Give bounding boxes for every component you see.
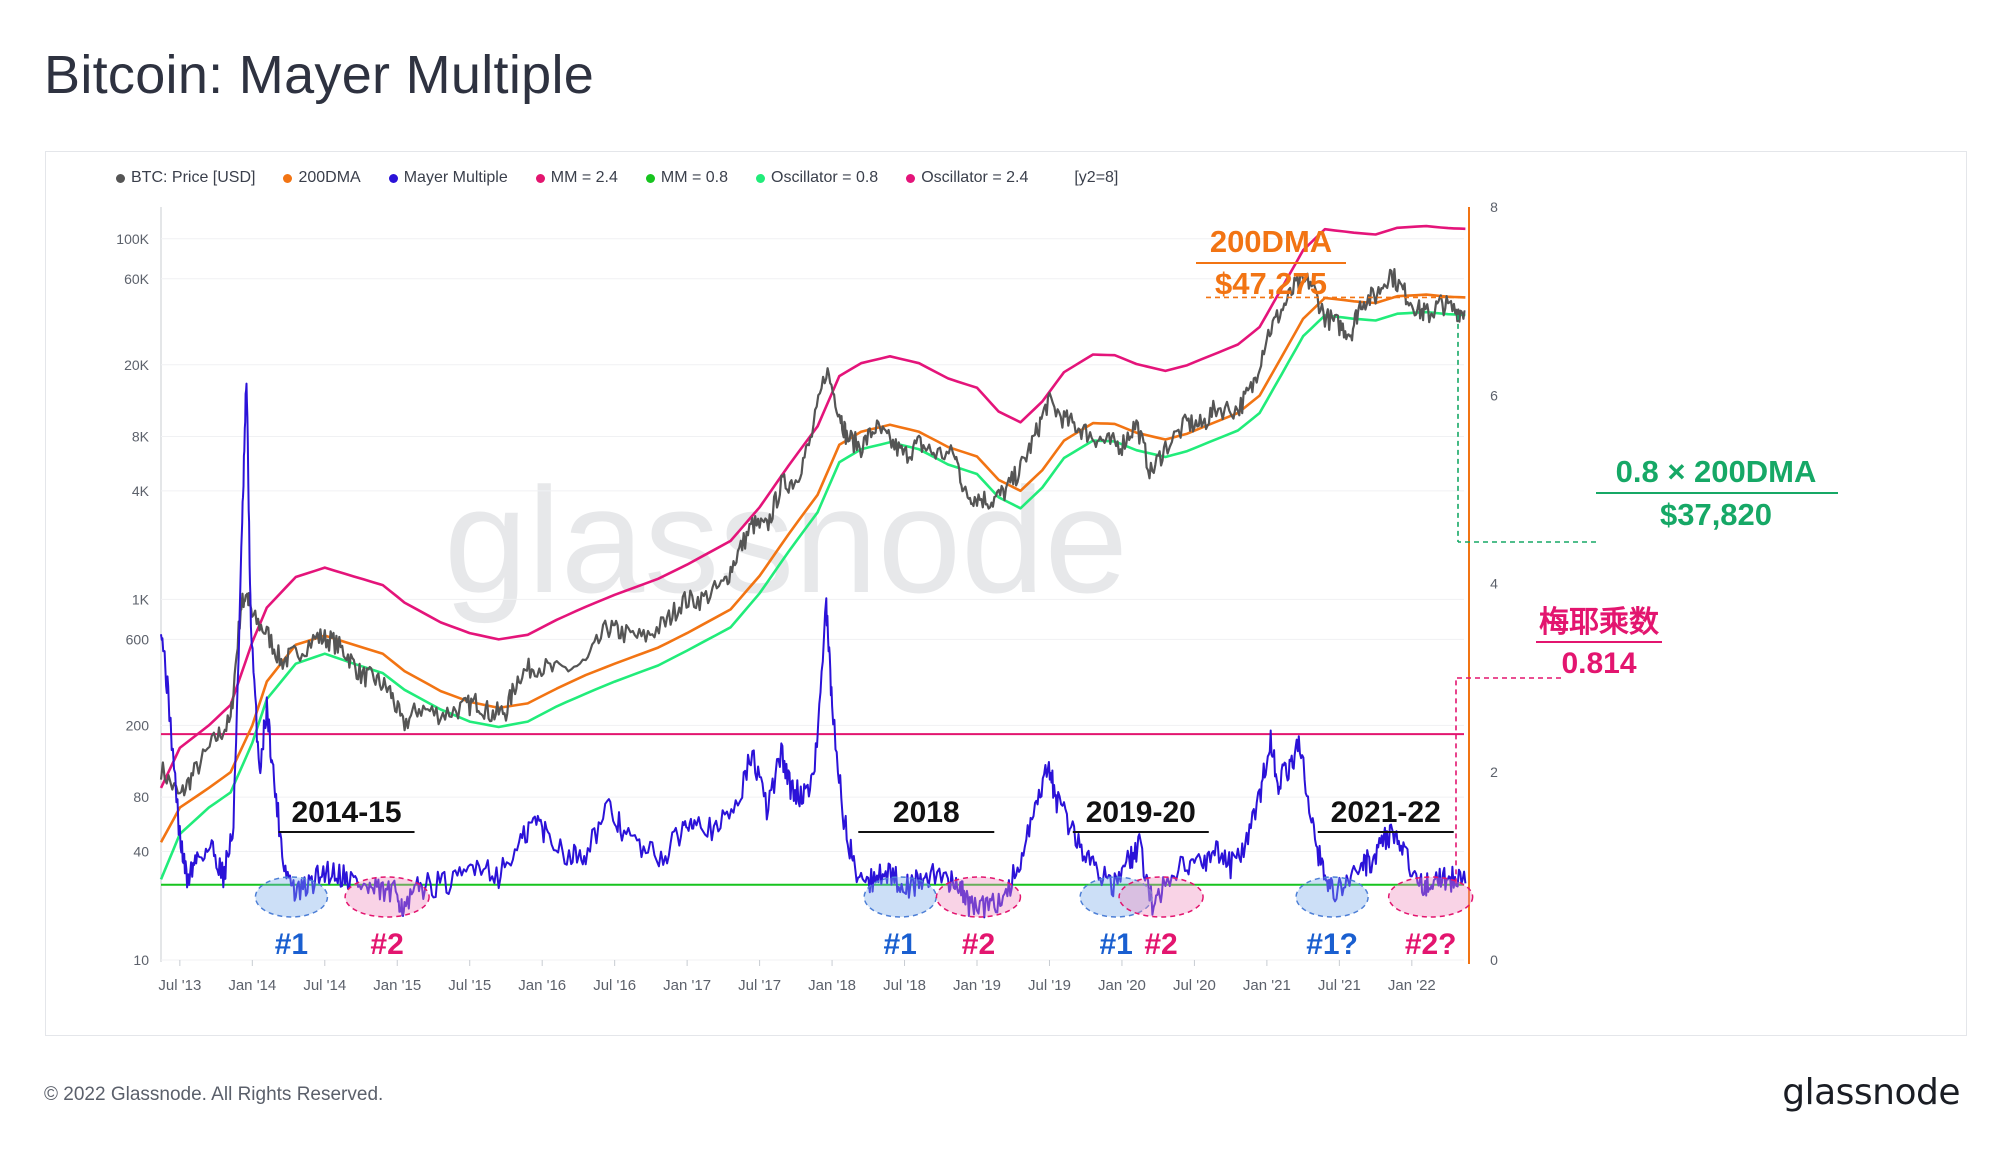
legend-item-mayer-multiple[interactable]: Mayer Multiple	[388, 169, 508, 187]
legend-dot-mm-2-4	[535, 173, 545, 183]
period-label: 2021-22	[1331, 796, 1441, 829]
bottom-marker-pink	[1387, 876, 1474, 918]
dma200-line	[159, 293, 1466, 843]
legend-label-price: BTC: Price [USD]	[131, 169, 256, 186]
y-tick-label: 60K	[124, 271, 150, 287]
x-tick-label: Jul '21	[1318, 977, 1361, 994]
legend-y2-note: [y2=8]	[1074, 169, 1119, 186]
legend-item-200dma[interactable]: 200DMA	[283, 169, 361, 187]
low-band-callout-value: $37,820	[1660, 497, 1772, 532]
x-tick-label: Jan '19	[953, 977, 1001, 994]
legend-item-oscillator-0-8[interactable]: Oscillator = 0.8	[756, 169, 878, 187]
y-tick-label: 600	[126, 631, 150, 647]
legend-label-oscillator-0-8: Oscillator = 0.8	[771, 169, 879, 186]
x-tick-label: Jul '19	[1028, 977, 1071, 994]
low-band-callout-title: 0.8 × 200DMA	[1616, 454, 1817, 489]
page-title: Bitcoin: Mayer Multiple	[44, 45, 595, 105]
x-tick-label: Jul '17	[738, 977, 781, 994]
bottom-marker-blue	[1295, 876, 1369, 918]
x-tick-label: Jan '16	[518, 977, 566, 994]
legend-dot-oscillator-0-8	[756, 173, 766, 183]
bottom-marker-pink	[935, 876, 1022, 918]
y-tick-label: 8K	[132, 429, 150, 445]
x-tick-label: Jul '18	[883, 977, 926, 994]
glassnode-logo: glassnode	[1782, 1072, 1960, 1113]
y2-tick-label: 0	[1490, 952, 1498, 968]
bottom-marker-pink	[1118, 876, 1204, 918]
y2-tick-label: 4	[1490, 576, 1498, 592]
marker-label: #2	[962, 928, 995, 961]
y-tick-label: 1K	[132, 591, 150, 607]
footer-copyright: © 2022 Glassnode. All Rights Reserved.	[44, 1084, 384, 1105]
x-tick-label: Jul '14	[303, 977, 346, 994]
y2-tick-label: 2	[1490, 764, 1498, 780]
marker-label: #2	[1144, 928, 1177, 961]
x-tick-label: Jan '22	[1388, 977, 1436, 994]
marker-label: #1	[275, 928, 308, 961]
period-label: 2018	[893, 796, 960, 829]
mayer-multiple-line	[160, 382, 1467, 919]
bottom-marker-blue	[1079, 876, 1153, 918]
legend-dot-mm-0-8	[645, 173, 655, 183]
legend-label-200dma: 200DMA	[298, 169, 361, 186]
bottom-marker-pink	[344, 876, 430, 918]
x-tick-label: Jan '14	[228, 977, 276, 994]
marker-label: #1?	[1306, 928, 1358, 961]
chart-panel: BTC: Price [USD] 200DMA Mayer Multiple M…	[45, 151, 1967, 1036]
marker-label: #1	[1099, 928, 1132, 961]
x-tick-label: Jan '17	[663, 977, 711, 994]
legend-item-mm-0-8[interactable]: MM = 0.8	[645, 169, 729, 187]
y2-tick-label: 6	[1490, 387, 1498, 403]
legend-dot-mayer-multiple	[388, 173, 398, 183]
y-tick-label: 40	[133, 843, 149, 859]
chart-plot: glassnode100K60K20K8K4K1K600200804010864…	[116, 199, 1838, 994]
legend-dot-200dma	[283, 173, 293, 183]
legend-label-mm-0-8: MM = 0.8	[660, 169, 729, 186]
legend-item-oscillator-2-4[interactable]: Oscillator = 2.4	[906, 169, 1028, 187]
legend-label-oscillator-2-4: Oscillator = 2.4	[921, 169, 1029, 186]
y-tick-label: 10	[133, 952, 149, 968]
y2-tick-label: 8	[1490, 199, 1498, 215]
dma-callout-title: 200DMA	[1210, 224, 1332, 259]
legend-dot-oscillator-2-4	[906, 173, 916, 183]
legend-label-mayer-multiple: Mayer Multiple	[403, 169, 508, 186]
x-tick-label: Jul '15	[448, 977, 491, 994]
legend-item-price[interactable]: BTC: Price [USD]	[116, 169, 255, 187]
oscillator-2-4-line	[159, 224, 1466, 789]
legend-dot-price	[116, 173, 125, 183]
x-tick-label: Jul '13	[158, 977, 201, 994]
mm-callout-value: 0.814	[1561, 647, 1636, 680]
x-tick-label: Jan '18	[808, 977, 856, 994]
x-tick-label: Jan '15	[373, 977, 421, 994]
marker-label: #1	[884, 928, 917, 961]
y-tick-label: 4K	[132, 483, 150, 499]
x-tick-label: Jul '16	[593, 977, 636, 994]
y-tick-label: 20K	[124, 357, 150, 373]
mm-callout-title: 梅耶乘数	[1539, 606, 1660, 639]
x-tick-label: Jul '20	[1173, 977, 1216, 994]
marker-label: #2?	[1405, 928, 1457, 961]
y-tick-label: 100K	[116, 231, 149, 247]
bottom-marker-blue	[863, 876, 937, 918]
period-label: 2014-15	[291, 796, 401, 829]
chart-legend: BTC: Price [USD] 200DMA Mayer Multiple M…	[116, 169, 1118, 187]
legend-label-mm-2-4: MM = 2.4	[550, 169, 618, 186]
price-line	[159, 268, 1466, 797]
legend-item-mm-2-4[interactable]: MM = 2.4	[535, 169, 618, 187]
y-tick-label: 80	[133, 789, 149, 805]
y-tick-label: 200	[126, 717, 150, 733]
bottom-marker-blue	[254, 876, 329, 918]
marker-label: #2	[370, 928, 403, 961]
dma-callout-value: $47,275	[1215, 266, 1327, 301]
period-label: 2019-20	[1086, 796, 1196, 829]
x-tick-label: Jan '20	[1098, 977, 1146, 994]
x-tick-label: Jan '21	[1243, 977, 1291, 994]
